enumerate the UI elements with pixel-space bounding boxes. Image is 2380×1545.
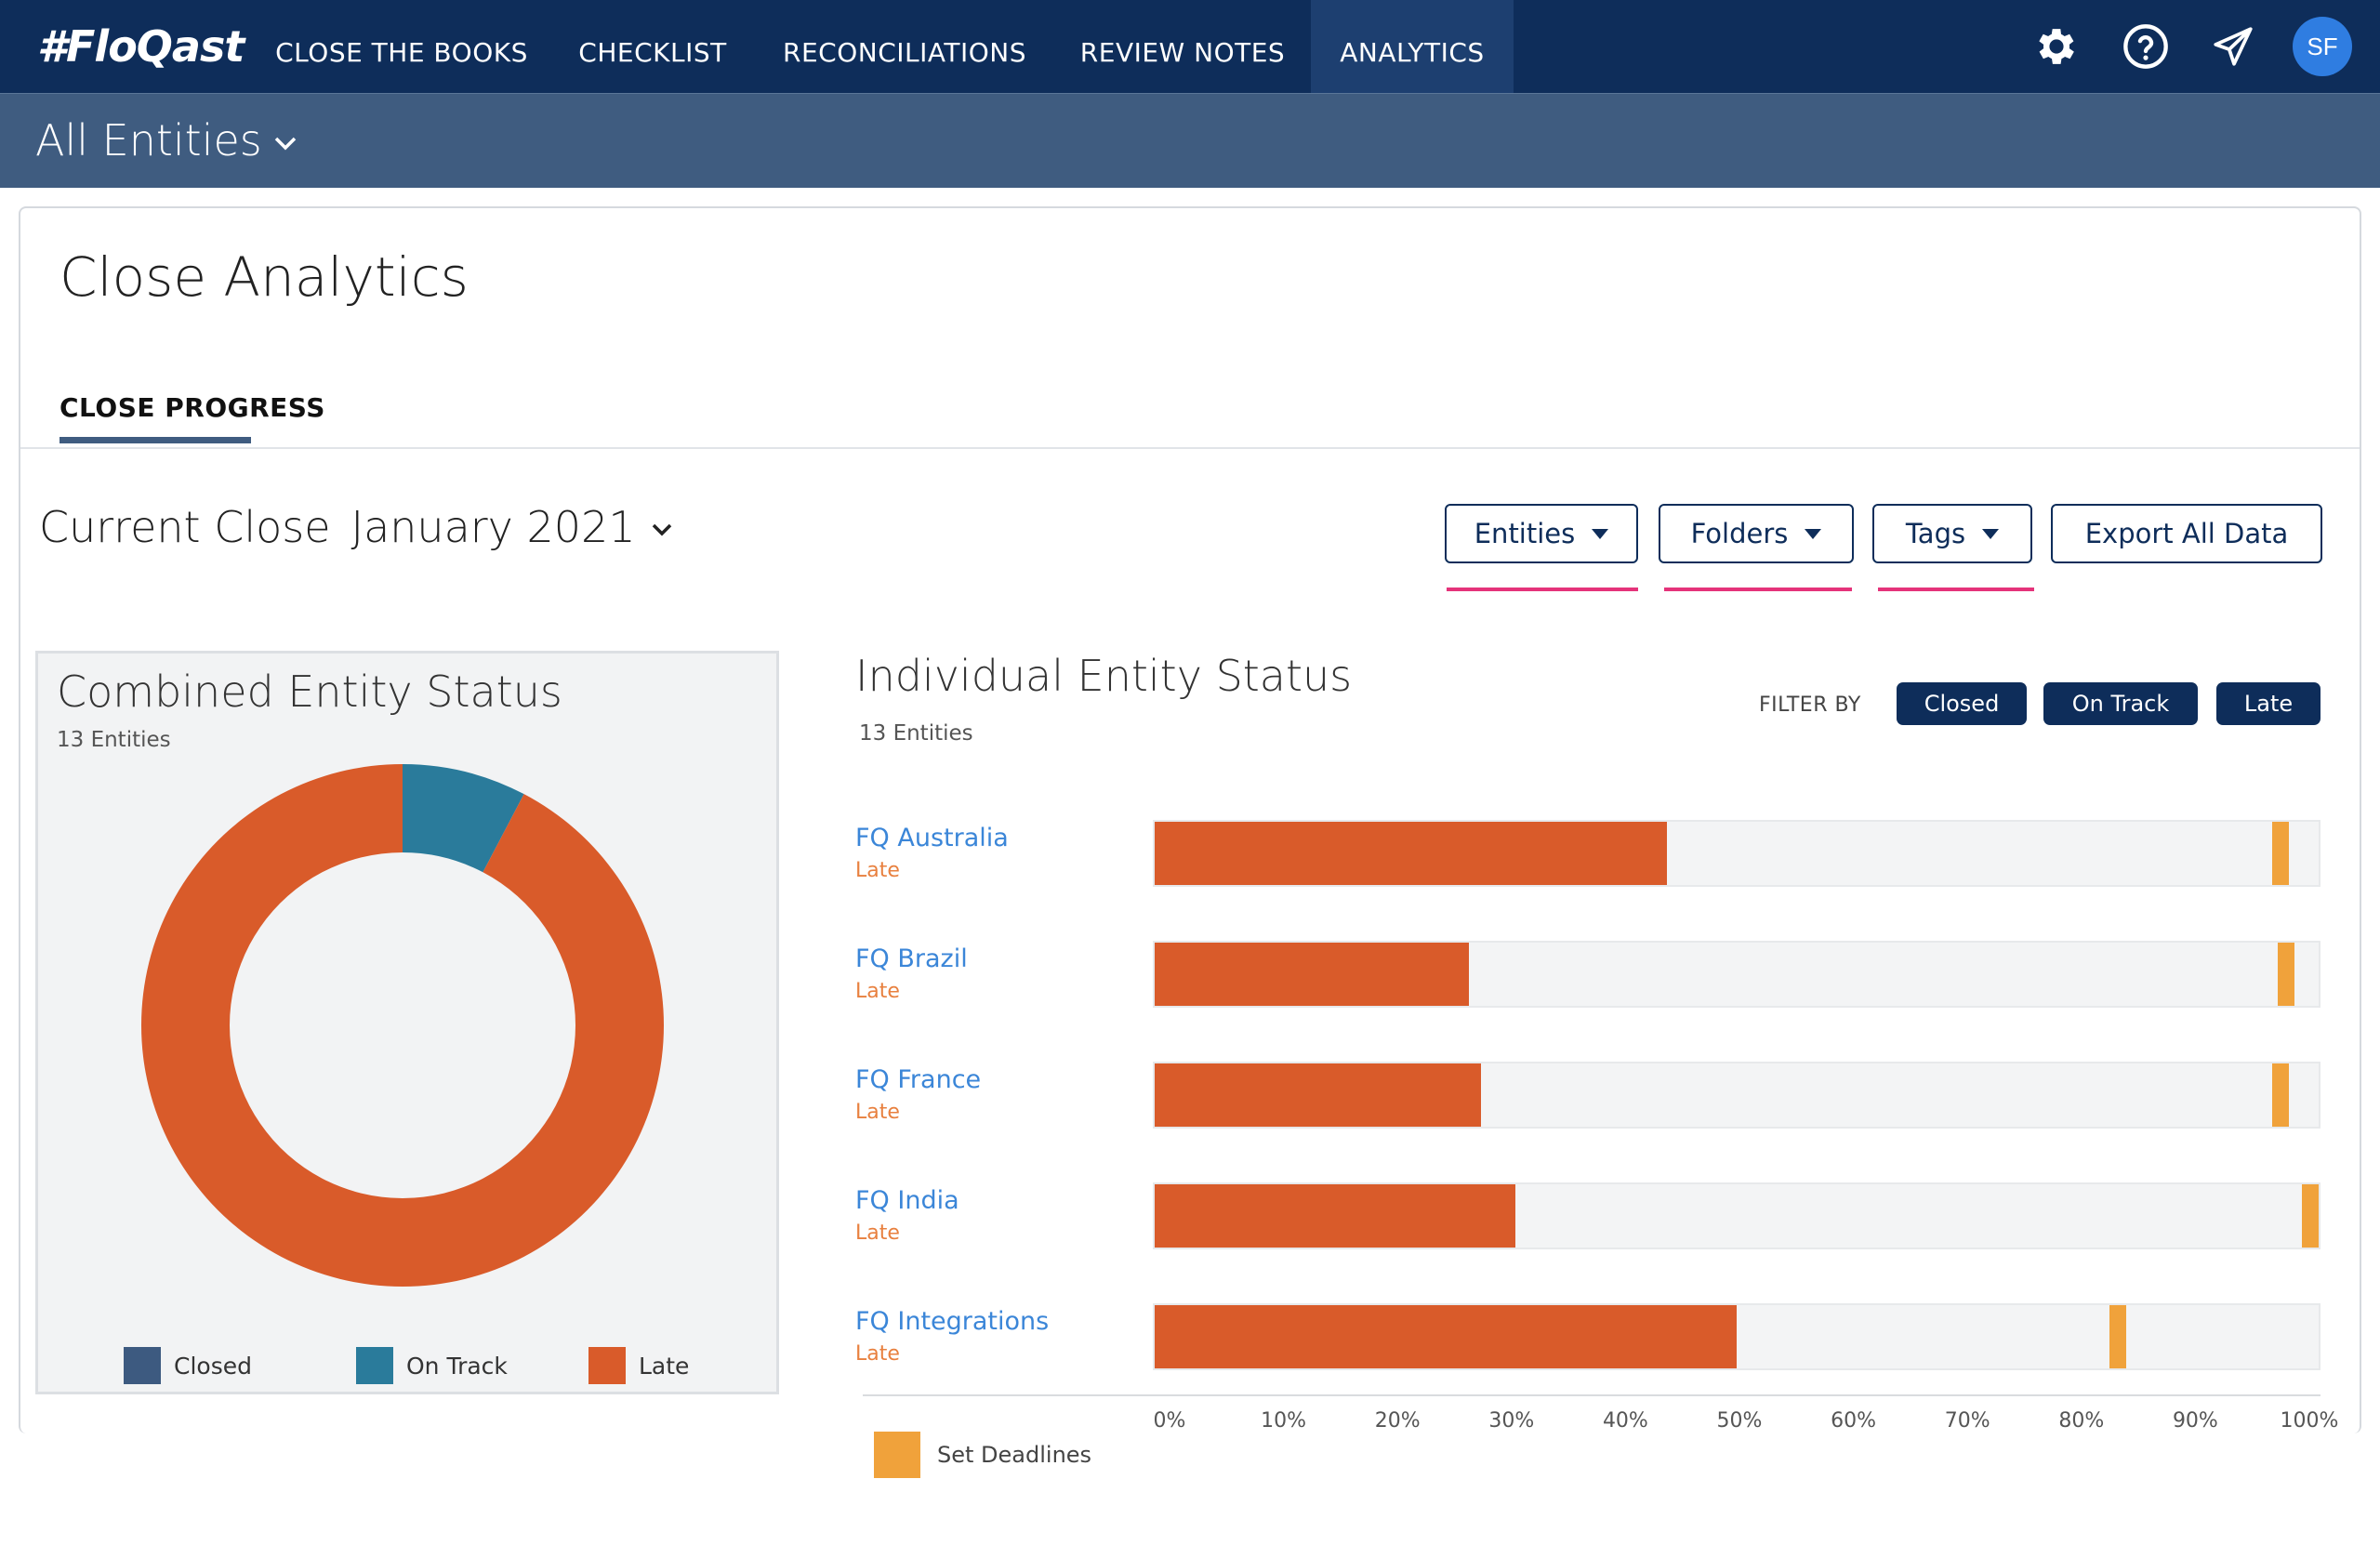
x-tick-label: 40% (1602, 1409, 1648, 1433)
user-avatar[interactable]: SF (2293, 17, 2352, 76)
chevron-down-icon (274, 137, 297, 151)
close-label: Current Close (39, 502, 331, 552)
filter-pill-late[interactable]: Late (2216, 682, 2320, 725)
entity-status-fq-integrations: Late (855, 1342, 900, 1366)
progress-bar-fq-brazil[interactable] (1155, 943, 1470, 1006)
nav-analytics[interactable]: ANALYTICS (1311, 0, 1514, 93)
entity-link-fq-australia[interactable]: FQ Australia (855, 824, 1009, 852)
tab-close-progress[interactable]: CLOSE PROGRESS (60, 392, 325, 423)
tags-filter-underline (1878, 588, 2034, 591)
entity-link-fq-india[interactable]: FQ India (855, 1186, 959, 1215)
bar-track-fq-australia (1153, 820, 2320, 887)
legend-on-track: On Track (356, 1347, 508, 1384)
floqast-logo[interactable]: #FloQast (37, 20, 245, 73)
x-tick-label: 20% (1374, 1409, 1421, 1433)
entity-selector-label: All Entities (35, 115, 262, 165)
nav-reconciliations[interactable]: RECONCILIATIONS (783, 37, 1026, 68)
x-tick-label: 10% (1261, 1409, 1307, 1433)
progress-bar-fq-india[interactable] (1155, 1184, 1516, 1248)
deadline-marker-fq-france[interactable] (2271, 1063, 2289, 1127)
folders-filter-button[interactable]: Folders (1659, 504, 1854, 563)
nav-close-the-books[interactable]: CLOSE THE BOOKS (275, 37, 528, 68)
nav-review-notes[interactable]: REVIEW NOTES (1079, 37, 1286, 68)
deadline-marker-fq-integrations[interactable] (2109, 1305, 2126, 1368)
entity-status-fq-india: Late (855, 1221, 900, 1245)
gear-icon[interactable] (2030, 20, 2082, 73)
bar-track-fq-brazil (1153, 941, 2320, 1008)
legend-swatch-closed (124, 1347, 161, 1384)
x-tick-label: 80% (2058, 1409, 2105, 1433)
nav-checklist[interactable]: CHECKLIST (578, 37, 727, 68)
entity-bar: All Entities (0, 93, 2380, 188)
bar-track-fq-india (1153, 1182, 2320, 1249)
progress-bar-fq-france[interactable] (1155, 1063, 1481, 1127)
x-tick-label: 0% (1153, 1409, 1186, 1433)
combined-title: Combined Entity Status (57, 667, 562, 717)
tags-filter-label: Tags (1905, 518, 1966, 549)
filter-pill-closed[interactable]: Closed (1897, 682, 2027, 725)
close-period-selector[interactable]: Current Close January 2021 (39, 502, 673, 552)
legend-label-deadlines: Set Deadlines (937, 1442, 1092, 1468)
entities-filter-button[interactable]: Entities (1445, 504, 1638, 563)
legend-swatch-on-track (356, 1347, 393, 1384)
x-tick-label: 90% (2172, 1409, 2218, 1433)
x-tick-label: 60% (1831, 1409, 1877, 1433)
tags-filter-button[interactable]: Tags (1872, 504, 2032, 563)
entities-filter-underline (1447, 588, 1638, 591)
export-all-data-button[interactable]: Export All Data (2051, 504, 2322, 563)
caret-down-icon (1592, 528, 1609, 539)
combined-entity-status-panel: Combined Entity Status 13 Entities Close… (35, 651, 779, 1394)
entity-link-fq-brazil[interactable]: FQ Brazil (855, 944, 968, 973)
progress-bar-fq-integrations[interactable] (1155, 1305, 1737, 1368)
entities-filter-label: Entities (1474, 518, 1576, 549)
active-tab-indicator (60, 437, 251, 443)
send-icon[interactable] (2207, 20, 2259, 73)
help-icon[interactable] (2120, 20, 2172, 73)
legend-label-closed: Closed (174, 1352, 252, 1380)
legend-label-late: Late (639, 1352, 690, 1380)
top-nav-bar: #FloQast CLOSE THE BOOKS CHECKLIST RECON… (0, 0, 2380, 93)
donut-chart (140, 764, 664, 1287)
individual-title: Individual Entity Status (855, 651, 1353, 701)
entity-status-fq-brazil: Late (855, 980, 900, 1003)
chevron-down-icon (652, 523, 671, 536)
individual-subtitle: 13 Entities (859, 721, 973, 746)
logo-text: #FloQast (37, 21, 245, 72)
progress-bar-fq-australia[interactable] (1155, 822, 1667, 885)
legend-closed: Closed (124, 1347, 252, 1384)
entity-status-fq-france: Late (855, 1101, 900, 1124)
folders-filter-label: Folders (1690, 518, 1789, 549)
caret-down-icon (1805, 528, 1822, 539)
deadline-marker-fq-australia[interactable] (2271, 822, 2289, 885)
entity-selector[interactable]: All Entities (35, 112, 298, 168)
close-period: January 2021 (350, 502, 636, 552)
filter-by-label: FILTER BY (1759, 693, 1861, 717)
deadline-marker-fq-india[interactable] (2302, 1184, 2319, 1248)
bar-track-fq-france (1153, 1062, 2320, 1129)
donut-slice-on-track[interactable] (403, 764, 524, 873)
combined-subtitle: 13 Entities (57, 728, 171, 752)
x-tick-label: 30% (1488, 1409, 1535, 1433)
filter-pill-on-track[interactable]: On Track (2043, 682, 2198, 725)
donut-slice-late[interactable] (140, 764, 664, 1287)
entity-link-fq-france[interactable]: FQ France (855, 1065, 982, 1094)
deadline-marker-fq-brazil[interactable] (2278, 943, 2295, 1006)
x-axis-line (863, 1394, 2320, 1396)
tab-divider (20, 447, 2360, 449)
entity-status-fq-australia: Late (855, 859, 900, 882)
bar-track-fq-integrations (1153, 1303, 2320, 1370)
legend-swatch-deadlines (874, 1432, 920, 1478)
x-tick-label: 50% (1716, 1409, 1763, 1433)
legend-swatch-late (588, 1347, 626, 1384)
entity-link-fq-integrations[interactable]: FQ Integrations (855, 1307, 1050, 1336)
x-tick-label: 70% (1944, 1409, 1990, 1433)
legend-late: Late (588, 1347, 689, 1384)
legend-set-deadlines: Set Deadlines (874, 1432, 1091, 1478)
x-tick-label: 100% (2280, 1409, 2339, 1433)
page-title: Close Analytics (60, 245, 469, 309)
legend-label-on-track: On Track (406, 1352, 508, 1380)
folders-filter-underline (1664, 588, 1852, 591)
caret-down-icon (1982, 528, 2000, 539)
